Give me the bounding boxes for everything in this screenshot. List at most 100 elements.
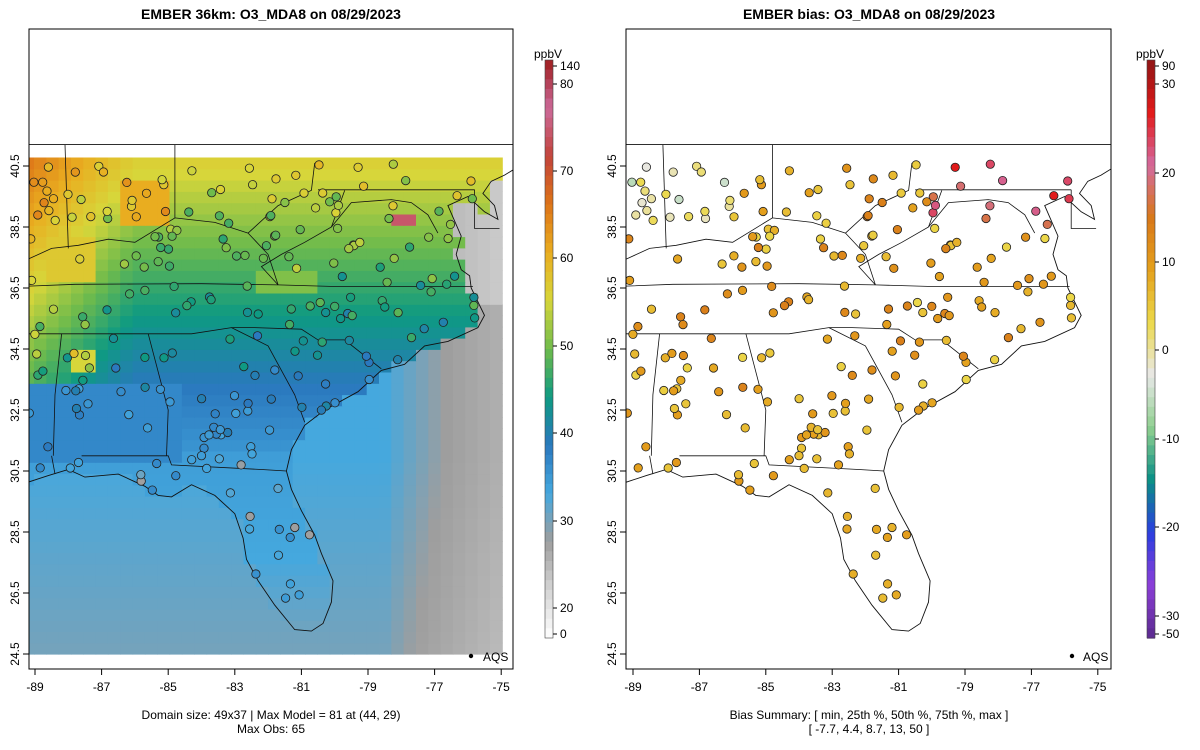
grid-cell: [29, 518, 35, 531]
colorbar-segment: [545, 204, 553, 215]
grid-cell: [428, 563, 442, 576]
model-x-axis: -89 -87 -85 -83 -81 -79 -77 -75: [26, 669, 510, 694]
bias-site-marker: [827, 391, 837, 401]
grid-cell: [231, 259, 244, 271]
grid-cell: [280, 383, 294, 396]
grid-cell: [477, 462, 491, 475]
y-tick-label: 26.5: [8, 581, 22, 605]
colorbar-segment: [1147, 329, 1155, 340]
aqs-site-marker: [469, 292, 479, 302]
aqs-site-marker: [39, 198, 49, 208]
grid-cell: [465, 439, 479, 452]
grid-cell: [46, 383, 60, 396]
grid-cell: [317, 259, 331, 271]
colorbar-segment: [1147, 454, 1155, 466]
colorbar-segment: [1147, 522, 1155, 533]
grid-cell: [428, 575, 442, 587]
grid-cell: [366, 349, 380, 362]
grid-cell: [329, 620, 343, 632]
grid-cell: [452, 439, 466, 452]
grid-cell: [29, 304, 35, 317]
bias-site-marker: [761, 244, 771, 254]
grid-cell: [71, 563, 84, 576]
grid-cell: [489, 586, 503, 599]
bias-site-marker: [1042, 219, 1052, 229]
grid-cell: [144, 259, 158, 271]
y-tick-label: 30.5: [8, 459, 22, 483]
grid-cell: [181, 529, 195, 542]
grid-cell: [120, 383, 134, 396]
aqs-site-marker: [443, 233, 453, 244]
grid-cell: [206, 507, 220, 520]
grid-cell: [292, 484, 306, 497]
grid-cell: [268, 270, 281, 283]
colorbar-segment: [1147, 426, 1155, 437]
bias-site-marker: [1001, 242, 1012, 252]
grid-cell: [95, 371, 109, 384]
bias-site-marker: [1035, 317, 1045, 327]
grid-cell: [428, 281, 442, 294]
grid-cell: [107, 417, 121, 429]
aqs-site-marker: [242, 307, 253, 317]
grid-cell: [71, 631, 84, 644]
grid-cell: [280, 417, 294, 429]
aqs-site-marker: [140, 352, 150, 362]
grid-cell: [218, 168, 232, 181]
grid-cell: [206, 259, 220, 271]
grid-cell: [107, 507, 121, 520]
grid-cell: [477, 563, 491, 576]
aqs-site-marker: [344, 244, 354, 254]
grid-cell: [403, 541, 417, 553]
aqs-site-marker: [294, 590, 304, 600]
grid-cell: [366, 575, 380, 587]
grid-cell: [218, 563, 232, 576]
grid-cell: [379, 157, 392, 170]
grid-cell: [120, 360, 134, 373]
grid-cell: [366, 270, 380, 283]
grid-cell: [71, 281, 84, 294]
grid-cell: [34, 292, 47, 305]
grid-cell: [428, 462, 442, 475]
grid-cell: [83, 518, 97, 531]
grid-cell: [366, 338, 380, 350]
grid-cell: [181, 620, 195, 632]
grid-cell: [403, 338, 417, 350]
grid-cell: [342, 383, 355, 396]
grid-cell: [477, 405, 491, 418]
grid-cell: [477, 586, 491, 599]
aqs-site-marker: [273, 483, 283, 493]
aqs-site-marker: [442, 279, 452, 289]
grid-cell: [218, 484, 232, 497]
grid-cell: [292, 529, 306, 542]
colorbar-segment: [545, 503, 553, 514]
grid-cell: [477, 180, 491, 192]
grid-cell: [83, 428, 97, 441]
colorbar-segment: [545, 223, 553, 234]
bias-site-marker: [892, 225, 903, 235]
grid-cell: [206, 462, 220, 475]
bias-site-marker: [829, 251, 839, 261]
grid-cell: [29, 575, 35, 587]
grid-cell: [329, 360, 343, 373]
grid-cell: [477, 552, 491, 565]
grid-cell: [181, 507, 195, 520]
colorbar-segment: [545, 416, 553, 427]
grid-cell: [305, 450, 318, 463]
grid-cell: [305, 315, 318, 328]
grid-cell: [280, 575, 294, 587]
x-tick-label: -85: [160, 680, 178, 694]
grid-cell: [107, 292, 121, 305]
grid-cell: [416, 642, 429, 655]
grid-cell: [58, 518, 72, 531]
grid-cell: [440, 473, 454, 486]
aqs-site-marker: [35, 463, 45, 473]
grid-cell: [489, 529, 503, 542]
grid-cell: [354, 529, 368, 542]
grid-cell: [477, 473, 491, 486]
bias-site-marker: [828, 408, 838, 418]
grid-cell: [465, 417, 479, 429]
grid-cell: [144, 552, 158, 565]
aqs-site-marker: [182, 300, 192, 311]
grid-cell: [29, 642, 35, 655]
grid-cell: [255, 462, 269, 475]
